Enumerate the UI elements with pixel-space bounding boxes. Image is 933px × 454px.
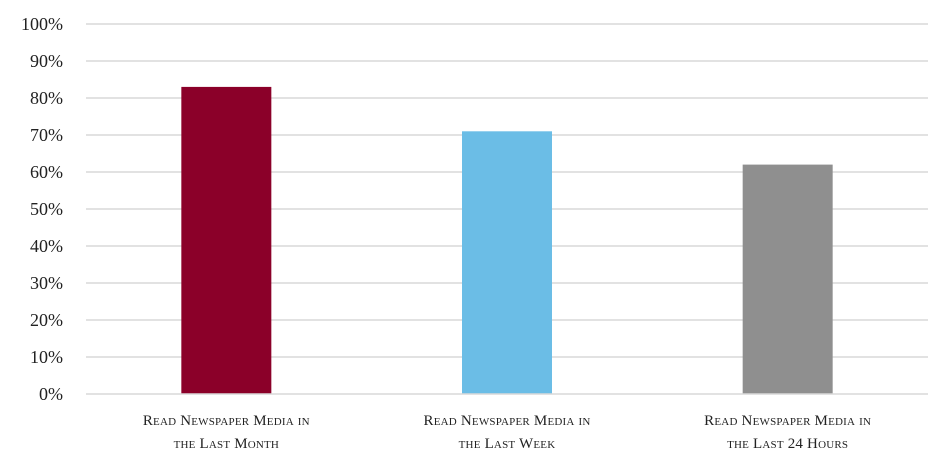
y-tick-label: 90%	[30, 51, 63, 71]
y-tick-label: 100%	[21, 14, 63, 34]
y-tick-label: 0%	[39, 384, 63, 404]
y-tick-label: 50%	[30, 199, 63, 219]
x-tick-label-line: the Last Week	[459, 436, 556, 452]
x-tick-label-line: the Last Month	[174, 436, 280, 452]
x-tick-label: Read Newspaper Media in the Last Week	[424, 413, 591, 452]
y-tick-label: 60%	[30, 162, 63, 182]
x-tick-label-line: Read Newspaper Media in	[704, 413, 871, 429]
y-tick-label: 10%	[30, 347, 63, 367]
y-tick-label: 70%	[30, 125, 63, 145]
bar-1	[181, 86, 272, 395]
y-tick-label: 40%	[30, 236, 63, 256]
x-tick-label-line: Read Newspaper Media in	[424, 413, 591, 429]
y-tick-label: 80%	[30, 88, 63, 108]
x-tick-label: Read Newspaper Media in the Last 24 Hours	[704, 413, 871, 452]
y-axis-tick-labels: 0% 10% 20% 30% 40% 50% 60% 70% 80% 90% 100%	[21, 14, 63, 404]
bar-3	[742, 164, 833, 394]
y-tick-label: 20%	[30, 310, 63, 330]
y-tick-label: 30%	[30, 273, 63, 293]
x-tick-label-line: Read Newspaper Media in	[143, 413, 310, 429]
x-tick-label-line: the Last 24 Hours	[727, 436, 848, 452]
bar-2	[462, 131, 552, 395]
x-tick-label: Read Newspaper Media in the Last Month	[143, 413, 310, 452]
bars	[181, 86, 833, 395]
